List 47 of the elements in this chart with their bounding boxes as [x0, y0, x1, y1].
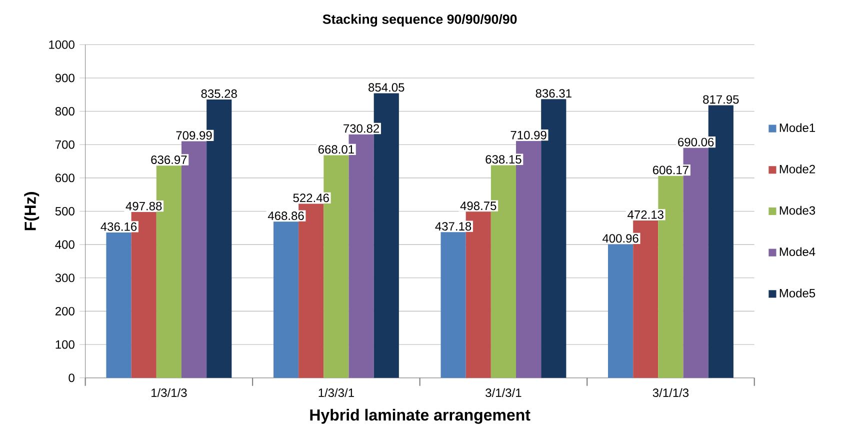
data-label: 690.06 — [678, 138, 714, 146]
data-label: 854.05 — [368, 83, 404, 92]
y-tick-label: 0 — [68, 374, 74, 382]
bar — [273, 222, 299, 378]
legend-label: Mode5 — [780, 288, 816, 298]
y-tick-label: 500 — [55, 207, 74, 216]
data-label: 400.96 — [602, 234, 638, 243]
bar — [440, 232, 466, 378]
legend-label: Mode4 — [780, 247, 816, 256]
data-label: 817.95 — [703, 95, 739, 104]
data-label: 498.75 — [460, 202, 496, 210]
y-tick-label: 900 — [55, 74, 74, 82]
bar — [106, 232, 132, 378]
y-tick-label: 300 — [55, 274, 74, 282]
x-axis-title: Hybrid laminate arrangement — [310, 408, 530, 424]
y-tick-label: 400 — [55, 240, 74, 249]
data-label: 522.46 — [293, 194, 329, 202]
data-label: 709.99 — [176, 131, 212, 140]
y-tick-label: 600 — [56, 174, 74, 182]
data-label: 497.88 — [126, 202, 162, 210]
legend-label: Mode2 — [780, 164, 815, 174]
data-label: 710.99 — [510, 130, 546, 140]
data-label: 437.18 — [435, 222, 472, 231]
data-label: 636.97 — [151, 156, 187, 164]
legend-label: Mode3 — [780, 206, 816, 215]
data-label: 835.28 — [201, 90, 237, 98]
y-tick-label: 700 — [56, 140, 74, 149]
data-label: 436.16 — [100, 222, 137, 232]
data-label: 606.17 — [652, 166, 688, 174]
bar — [608, 244, 634, 378]
data-label: 836.31 — [536, 89, 572, 98]
y-axis-title: F(Hz) — [24, 192, 40, 230]
y-tick-label: 200 — [56, 307, 74, 316]
x-tick-label: 3/1/3/1 — [486, 388, 522, 398]
x-tick-label: 3/1/1/3 — [652, 388, 689, 398]
data-label: 668.01 — [318, 145, 354, 154]
data-label: 472.13 — [628, 210, 664, 220]
data-label: 468.86 — [268, 212, 304, 220]
y-tick-label: 1000 — [49, 40, 74, 49]
x-tick-label: 1/3/3/1 — [318, 388, 354, 398]
y-tick-label: 100 — [56, 340, 74, 349]
y-tick-label: 800 — [55, 107, 74, 116]
data-label: 638.15 — [486, 155, 522, 164]
x-tick-label: 1/3/1/3 — [152, 388, 187, 398]
data-label: 730.82 — [344, 124, 380, 133]
chart-title: Stacking sequence 90/90/90/90 — [322, 14, 517, 27]
legend-label: Mode1 — [780, 123, 815, 132]
